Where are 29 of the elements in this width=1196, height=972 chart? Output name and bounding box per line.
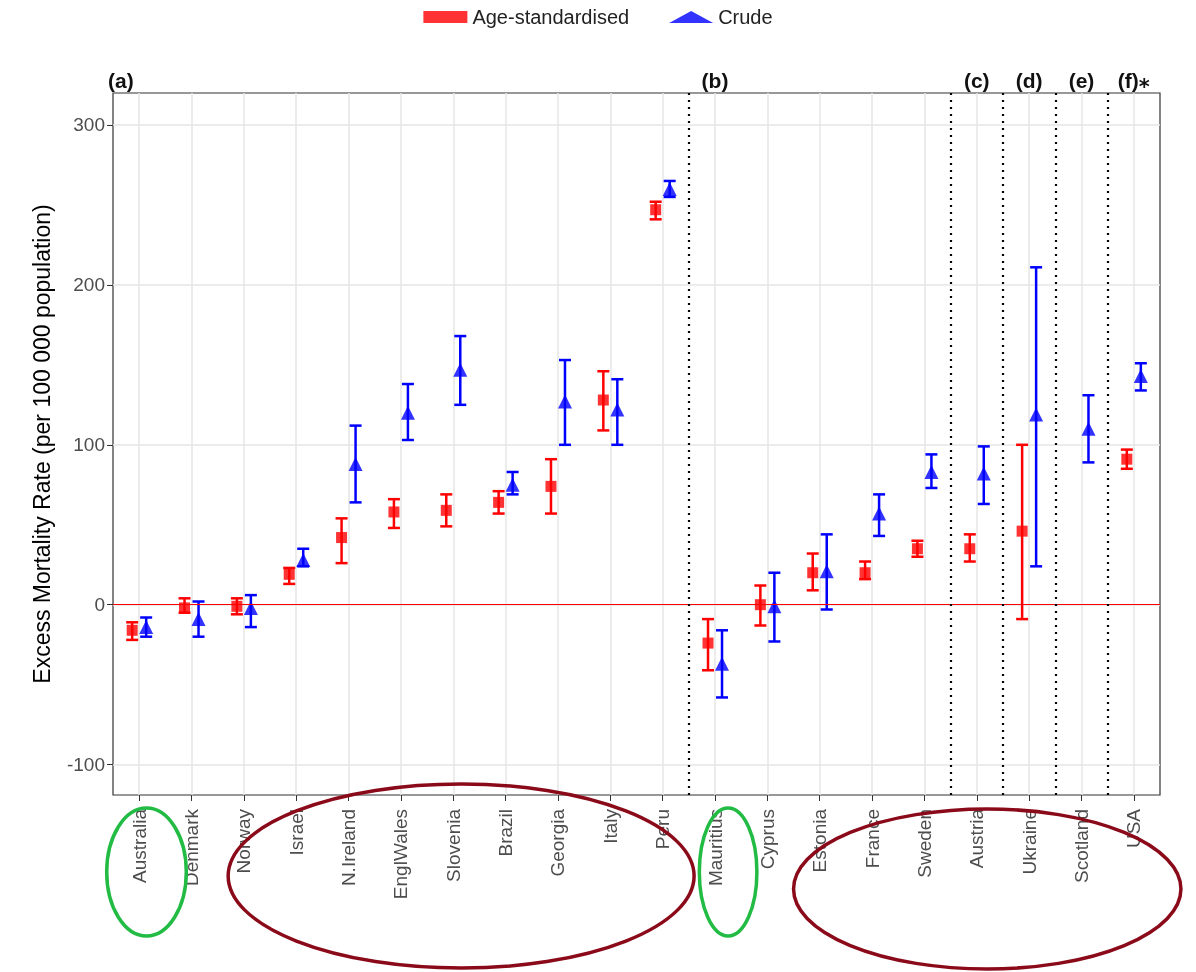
- x-tick-label: Scotland: [1070, 809, 1092, 883]
- x-tick-label: EnglWales: [390, 809, 412, 900]
- y-axis-title: Excess Mortality Rate (per 100 000 population): [28, 204, 55, 684]
- text: (e): [1068, 68, 1095, 92]
- x-tick-label: Australia: [128, 808, 150, 883]
- x-tick-label: Ukraine: [1018, 809, 1040, 875]
- x-tick-label: Cyprus: [756, 809, 778, 870]
- x-tick-label: Georgia: [547, 808, 569, 877]
- y-tick-label: 300: [73, 114, 105, 136]
- x-tick-label: France: [861, 809, 883, 869]
- x-tick-label: Austria: [966, 808, 988, 869]
- text: (d): [1015, 68, 1043, 92]
- x-tick-label: Italy: [599, 808, 621, 844]
- x-tick-label: Brazil: [495, 809, 517, 857]
- x-tick-label: Slovenia: [442, 808, 464, 882]
- legend-label: Age-standardised: [472, 6, 630, 28]
- x-tick-label: Sweden: [913, 809, 935, 878]
- y-tick-label: 200: [73, 274, 105, 296]
- y-tick-label: 0: [94, 594, 105, 616]
- legend-label: Crude: [718, 6, 773, 28]
- text: (c): [963, 68, 990, 92]
- text: (a): [108, 68, 134, 92]
- text: (b): [701, 68, 729, 92]
- x-tick-label: Estonia: [809, 808, 831, 873]
- y-tick-label: -100: [66, 754, 105, 776]
- text: (f)⁎: [1117, 68, 1150, 92]
- y-tick-label: 100: [73, 434, 105, 456]
- x-tick-label: Norway: [233, 808, 255, 874]
- x-tick-label: N.Ireland: [338, 809, 360, 887]
